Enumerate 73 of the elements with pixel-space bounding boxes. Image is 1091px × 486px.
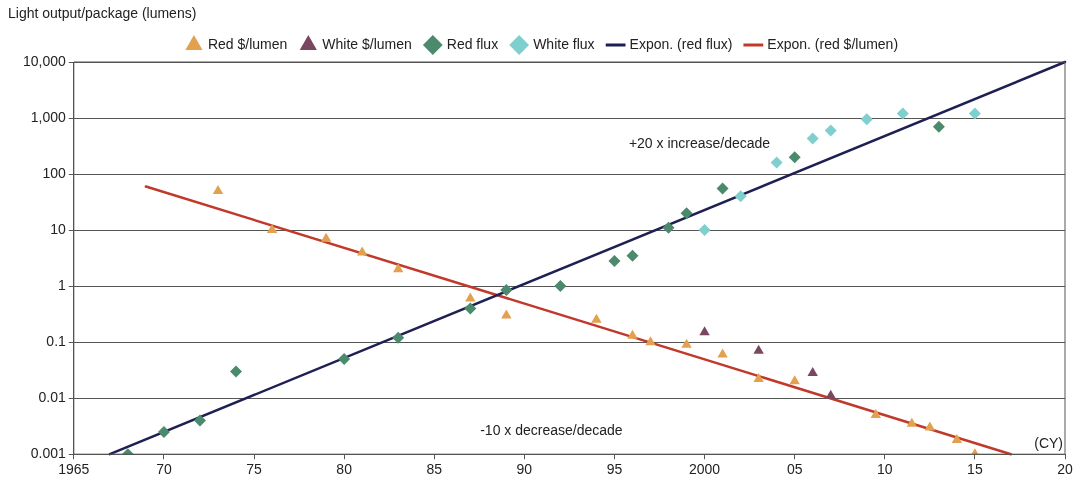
x-tick-label: 2000 — [688, 461, 721, 478]
point — [626, 249, 639, 262]
point — [717, 348, 728, 358]
point — [266, 224, 278, 234]
x-tick-label: 10 — [877, 461, 893, 478]
point — [753, 372, 764, 382]
point — [230, 365, 243, 378]
point — [392, 331, 405, 344]
y-tick-label: 0.01 — [38, 389, 67, 406]
point — [825, 389, 836, 399]
y-tick-label: 0.1 — [46, 333, 67, 349]
x-tick-label: 95 — [606, 461, 623, 478]
x-tick-label: 75 — [246, 461, 263, 478]
point — [680, 207, 693, 220]
point — [906, 417, 918, 427]
x-tick-label: 05 — [786, 461, 803, 478]
point — [608, 255, 621, 268]
point — [860, 113, 873, 126]
point — [627, 329, 638, 339]
point — [932, 120, 945, 133]
y-tick-label: 10,000 — [22, 52, 67, 69]
legend-label: White flux — [533, 35, 595, 52]
x-tick-label: 15 — [967, 461, 983, 478]
annotation: (CY) — [1034, 435, 1064, 452]
point — [157, 425, 170, 438]
point — [770, 156, 783, 169]
point — [806, 132, 819, 145]
point — [212, 184, 224, 194]
point — [807, 367, 818, 377]
legend-label: Expon. (red $/lumen) — [767, 35, 899, 52]
point — [645, 336, 656, 346]
x-tick-label: 85 — [426, 461, 443, 478]
y-tick-label: 100 — [42, 164, 67, 181]
y-tick-label: 0.001 — [30, 445, 67, 462]
y-tick-label: 1 — [58, 276, 67, 293]
annotation: -10 x decrease/decade — [480, 421, 623, 438]
point — [554, 280, 567, 293]
point — [824, 124, 837, 137]
point — [662, 221, 675, 234]
x-tick-label: 90 — [516, 461, 533, 478]
point — [753, 344, 764, 354]
point — [716, 182, 729, 195]
point — [338, 353, 351, 366]
point — [734, 190, 747, 203]
point — [393, 263, 404, 273]
point — [698, 224, 711, 237]
point — [591, 313, 602, 323]
point — [789, 375, 800, 385]
point — [681, 338, 692, 348]
point — [951, 433, 963, 443]
x-tick-label: 20 — [1057, 461, 1073, 478]
y-tick-label: 1,000 — [30, 108, 67, 125]
point — [193, 414, 206, 427]
point — [968, 107, 981, 120]
annotation: +20 x increase/decade — [628, 135, 771, 152]
point — [788, 151, 801, 164]
y-axis-title: Light output/package (lumens) — [8, 4, 197, 21]
point — [699, 326, 710, 336]
x-tick-label: 1965 — [58, 461, 90, 478]
point — [870, 409, 881, 419]
y-tick-label: 10 — [50, 220, 67, 237]
legend-label: Red $/lumen — [207, 35, 288, 52]
legend-label: Red flux — [446, 35, 499, 52]
x-tick-label: 80 — [336, 461, 353, 478]
point — [356, 246, 368, 256]
point — [465, 292, 476, 302]
point — [896, 107, 909, 120]
legend-label: Expon. (red flux) — [629, 35, 733, 52]
point — [464, 302, 477, 315]
point — [320, 232, 332, 242]
point — [500, 284, 513, 297]
x-tick-label: 70 — [156, 461, 172, 478]
legend-label: White $/lumen — [322, 35, 412, 52]
